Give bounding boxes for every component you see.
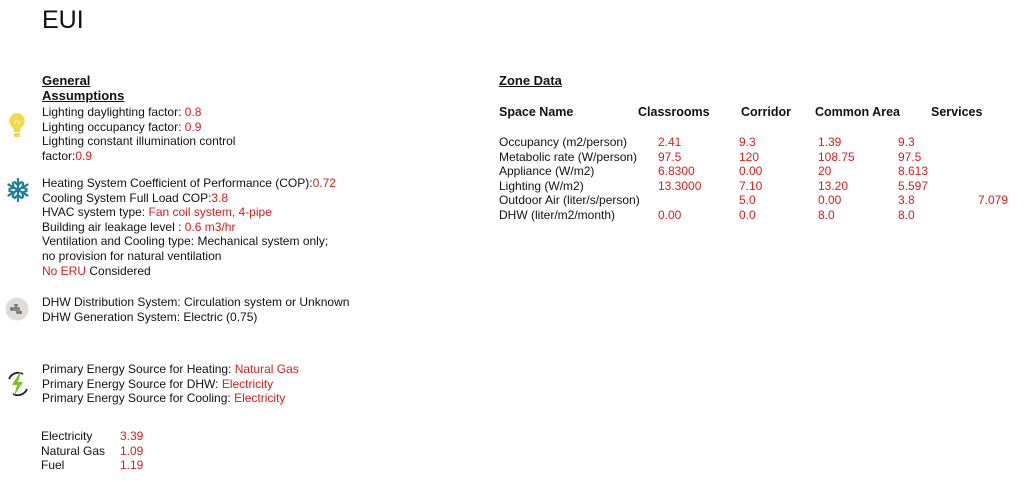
row-label: Appliance (W/m2) bbox=[499, 164, 595, 179]
eru-line: No ERU Considered bbox=[42, 263, 151, 278]
energy-line: Primary Energy Source for Heating: Natur… bbox=[42, 362, 299, 376]
faucet-icon bbox=[5, 297, 29, 321]
hvac-line: Cooling System Full Load COP:3.8 bbox=[42, 190, 229, 205]
cell-value: 9.3 bbox=[739, 135, 756, 149]
cell-value: 108.75 bbox=[818, 149, 855, 164]
cell-value: 97.5 bbox=[898, 149, 922, 164]
cell-value: 6.8300 bbox=[658, 164, 695, 179]
cell-value: 8.0 bbox=[898, 208, 915, 222]
cell-value: 13.3000 bbox=[658, 178, 702, 193]
cell-value: 7.079 bbox=[978, 193, 1009, 208]
cell-value: 2.41 bbox=[658, 135, 682, 149]
row-label: DHW (liter/m2/month) bbox=[499, 208, 616, 222]
cell-value: 120 bbox=[739, 149, 760, 164]
lighting-line: Lighting occupancy factor: 0.9 bbox=[42, 119, 202, 134]
cell-value: 8.0 bbox=[818, 208, 835, 222]
column-header: Corridor bbox=[741, 105, 791, 119]
hvac-line: Ventilation and Cooling type: Mechanical… bbox=[42, 234, 329, 249]
energy-icon bbox=[8, 371, 28, 397]
cell-value: 0.0 bbox=[739, 208, 756, 222]
snowflake-icon bbox=[5, 177, 31, 203]
lighting-assumptions: Lighting daylighting factor: 0.8 Lightin… bbox=[42, 105, 235, 163]
lighting-line: Lighting daylighting factor: 0.8 bbox=[42, 105, 202, 119]
zone-data-heading: Zone Data bbox=[499, 73, 562, 88]
cell-value: 0.00 bbox=[739, 164, 763, 179]
energy-sources: Primary Energy Source for Heating: Natur… bbox=[42, 362, 299, 406]
factor-row: Natural Gas 1.09 bbox=[41, 443, 144, 458]
cell-value: 5.597 bbox=[898, 178, 929, 193]
general-heading: General Assumptions bbox=[42, 73, 125, 103]
cell-value: 9.3 bbox=[898, 135, 915, 149]
page-title: EUI bbox=[42, 6, 84, 34]
dhw-assumptions: DHW Distribution System: Circulation sys… bbox=[42, 295, 349, 324]
hvac-line: no provision for natural ventilation bbox=[42, 248, 222, 263]
cell-value: 0.00 bbox=[818, 193, 842, 208]
cell-value: 0.00 bbox=[658, 208, 682, 222]
cell-value: 5.0 bbox=[739, 193, 756, 208]
row-label: Metabolic rate (W/person) bbox=[499, 149, 638, 164]
row-label: Lighting (W/m2) bbox=[499, 178, 584, 193]
column-header: Space Name bbox=[499, 105, 574, 119]
dhw-line: DHW Distribution System: Circulation sys… bbox=[42, 295, 350, 309]
column-header: Common Area bbox=[815, 105, 900, 119]
cell-value: 1.39 bbox=[818, 135, 842, 149]
hvac-assumptions: Heating System Coefficient of Performanc… bbox=[42, 176, 336, 278]
factor-row: Fuel 1.19 bbox=[41, 458, 144, 473]
cell-value: 20 bbox=[818, 164, 832, 179]
conversion-factors: Electricity 3.39 Natural Gas 1.09 Fuel 1.19 bbox=[41, 429, 143, 473]
cell-value: 8.613 bbox=[898, 164, 929, 179]
column-header: Services bbox=[931, 105, 983, 119]
lighting-line: Lighting constant illumination control bbox=[42, 134, 236, 149]
energy-line: Primary Energy Source for Cooling: Elect… bbox=[42, 391, 286, 406]
cell-value: 97.5 bbox=[658, 149, 682, 164]
hvac-line: Heating System Coefficient of Performanc… bbox=[42, 176, 336, 190]
cell-value: 3.8 bbox=[898, 193, 915, 208]
hvac-line: HVAC system type: Fan coil system, 4-pip… bbox=[42, 205, 272, 220]
cell-value: 7.10 bbox=[739, 178, 763, 193]
lighting-line: factor:0.9 bbox=[42, 148, 93, 163]
row-label: Occupancy (m2/person) bbox=[499, 135, 628, 149]
hvac-line: Building air leakage level : 0.6 m3/hr bbox=[42, 219, 236, 234]
factor-row: Electricity 3.39 bbox=[41, 429, 144, 443]
column-header: Classrooms bbox=[638, 105, 710, 119]
cell-value: 13.20 bbox=[818, 178, 849, 193]
lightbulb-icon bbox=[9, 113, 25, 137]
row-label: Outdoor Air (liter/s/person) bbox=[499, 193, 640, 208]
dhw-line: DHW Generation System: Electric (0.75) bbox=[42, 309, 258, 324]
energy-line: Primary Energy Source for DHW: Electrici… bbox=[42, 376, 274, 391]
